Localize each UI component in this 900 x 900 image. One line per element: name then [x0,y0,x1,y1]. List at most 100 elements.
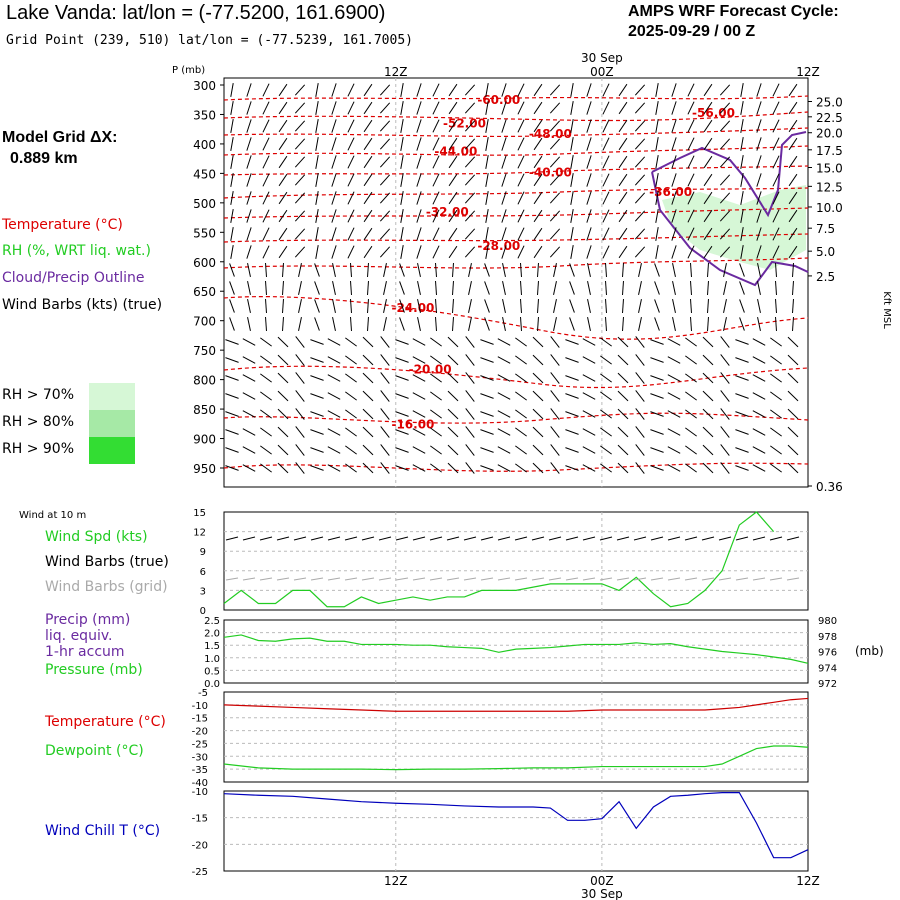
wind-barb [345,409,357,419]
wind-barb [549,156,561,168]
pressure-tick-650: 650 [193,285,216,299]
wind-barb [367,298,369,314]
wind-barb [363,119,373,133]
wind-barb [278,101,288,115]
isotherm-label-1: -56.00 [692,106,735,120]
wind-barb [520,262,522,278]
wind-barb [417,299,421,313]
wind-barb [634,102,646,114]
wind-barb [532,444,544,456]
wind-barb [465,336,475,348]
wind-barb [772,227,780,241]
precip-ytick-1: 0.5 [204,666,220,677]
wind-barb [501,119,507,133]
wind-barb [719,174,731,186]
wind-barb [537,280,539,296]
wind-barb [430,463,442,473]
wind-barb [617,372,629,384]
time-tick-top-2: 12Z [796,65,820,79]
wind-barb [247,317,251,331]
wind-barb-10m-true [497,536,511,541]
wind-barb [756,245,762,259]
wind-barb [635,408,645,420]
pressure-tick-350: 350 [193,108,216,122]
wind-barb [756,83,762,97]
wind-barb [617,354,629,366]
wind-barb [517,209,525,223]
height-tick-3: 17.5 [816,144,843,158]
wind-barb [363,155,373,169]
height-tick-2: 20.0 [816,127,843,141]
wind-barb [265,298,267,314]
wind-barb [310,375,324,381]
temp-ytick--10: -10 [192,701,208,712]
wind-barb-10m-true [599,536,613,541]
wind-barb-10m-grid [293,577,307,581]
wind-barb [464,120,476,132]
legend-rh90: RH > 90% [2,441,75,457]
wind-barb [315,137,319,151]
wind-barb [565,465,579,471]
isotherm-label-9: -24.00 [391,301,434,315]
wind-barb [447,462,459,474]
wind-barb [533,137,543,151]
wind-barb-10m-grid [582,577,596,581]
wind-barb [315,83,319,97]
wind-barb [537,262,539,278]
wind-barb-10m-grid [310,577,324,581]
wind-barb [400,119,404,133]
legend-wind-spd: Wind Spd (kts) [45,529,148,545]
pressure-tick-400: 400 [193,138,216,152]
pressure-tick-500: 500 [193,197,216,211]
wind-barb-10m-true [735,536,749,541]
wind-barb [432,119,440,133]
dewpoint-line [223,745,809,771]
wind-barb [720,336,730,348]
wind-barb [464,102,476,114]
wind-barb-10m-true [412,536,426,541]
wind-barb [565,375,579,381]
wind-barb [242,428,256,436]
isotherm-label-10: -20.00 [409,363,452,377]
wind-barb [687,173,695,187]
wind-barb [294,120,306,132]
wind-barb [331,173,337,187]
wind-barb [622,280,624,296]
wind-barb [655,191,659,205]
wind-barb [265,262,267,278]
wind-barb [262,227,270,241]
wind-barb [298,317,302,331]
wind-barb [485,227,489,241]
wind-barb [416,191,422,205]
wind-barb-10m-true [514,536,528,541]
wind-barb-10m-true [480,536,494,541]
precip-ytick-5: 2.5 [204,616,220,627]
wind-ytick-12: 12 [193,528,206,539]
wind-barb [400,173,404,187]
wind-barb [430,427,442,437]
wind-barb [347,137,355,151]
pressure-tick-600: 600 [193,256,216,270]
wind-barb [260,463,272,473]
legend-pressure: Pressure (mb) [45,662,143,678]
wind-barb [770,463,782,473]
wind-barb [448,101,458,115]
wind-barb [655,155,659,169]
wind-barb [702,426,714,438]
wind-barb [435,280,437,296]
wind-barb [242,356,256,364]
wind-barb [617,444,629,456]
wind-barb [277,354,289,366]
wind-barb [379,192,391,204]
wind-barb [517,227,525,241]
wind-barb [380,354,390,366]
wind-barb [787,354,799,366]
wind-barb [600,427,612,437]
wind-barb-10m-grid [548,577,562,581]
wind-barb [315,245,319,259]
wind-barb [792,298,794,314]
pressure-tick-950: 950 [193,462,216,476]
wind-barb [350,298,352,314]
wind-barb [310,393,324,399]
wind-barb [345,373,357,383]
